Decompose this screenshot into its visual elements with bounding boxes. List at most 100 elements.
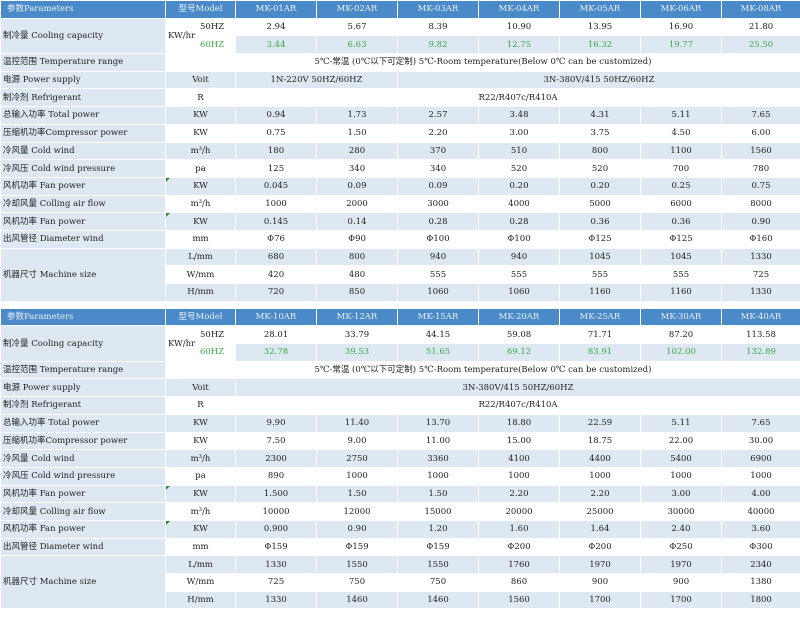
spec-row-value: 2750 [316, 449, 399, 468]
size-value: 480 [316, 265, 399, 284]
spec-row-value: 1000 [316, 466, 399, 486]
header-row: 参数Parameters 型号Model MK-10AR MK-12AR MK-15AR… [0, 307, 800, 327]
size-label: 机器尺寸 Machine size [0, 555, 166, 610]
refrigerant-label: 制冷剂 Refrigerant [0, 396, 166, 415]
spec-row-value: Φ250 [640, 537, 723, 557]
temp-label: 温控范围 Temperature range [0, 360, 166, 380]
size-value: 1970 [559, 555, 642, 574]
model-name: MK-25AR [559, 307, 642, 327]
spec-row-value: 2.20 [397, 123, 480, 143]
spec-row-value: Φ159 [316, 537, 399, 557]
unit-text: KW [193, 128, 208, 139]
spec-row-value: 22.59 [559, 413, 642, 433]
spec-row-value: 30000 [640, 502, 723, 521]
spec-row-value: 1000 [640, 466, 723, 486]
spec-row-value: 780 [721, 159, 800, 178]
spec-sheet: 参数Parameters 型号Model MK-01AR MK-02AR MK-03AR… [0, 0, 800, 610]
spec-row-value: 1100 [640, 141, 723, 161]
spec-row: 总输入功率 Total power KW 9.90 11.40 13.70 18.80 22… [0, 413, 800, 433]
spec-row-value: Φ159 [397, 537, 480, 557]
spec-row-value: 3.60 [721, 519, 800, 539]
spec-row-value: 3360 [397, 449, 480, 468]
size-value: 1760 [478, 555, 561, 574]
spec-table-1: 参数Parameters 型号Model MK-01AR MK-02AR MK-03AR… [0, 0, 800, 302]
model-name: MK-10AR [235, 307, 318, 327]
spec-row-value: 7.50 [235, 431, 318, 451]
spec-row-value: 30.00 [721, 431, 800, 451]
spec-row-value: 520 [478, 159, 561, 178]
cooling-60-value: 19.77 [640, 35, 723, 55]
spec-row-value: 0.09 [397, 176, 480, 196]
cooling-60-value: 32.78 [235, 343, 318, 362]
spec-row-value: 1.500 [235, 484, 318, 504]
size-value: 1970 [640, 555, 723, 574]
header-param: 参数Parameters [0, 0, 166, 19]
power-unit: Voit [164, 378, 237, 398]
size-value: 555 [397, 265, 480, 284]
size-unit: W/mm [164, 265, 237, 284]
temp-row: 温控范围 Temperature range 5℃-常温 (0℃以下可定制) 5℃… [0, 360, 800, 380]
spec-row-value: 1000 [478, 466, 561, 486]
spec-row-value: 6.00 [721, 123, 800, 143]
spec-row-unit: KW [164, 106, 237, 125]
power-row: 电源 Power supply Voit 1N-220V 50HZ/60HZ 3N-3… [0, 70, 800, 90]
size-unit: H/mm [164, 590, 237, 610]
spec-row: 出风管径 Diameter wind mm Φ76 Φ90 Φ100 Φ100 Φ125 Φ1… [0, 229, 800, 249]
cooling-50-value: 21.80 [721, 17, 800, 37]
unit-text: KW [193, 488, 208, 499]
spec-row-value: 12000 [316, 502, 399, 521]
spec-row: 冷风压 Cold wind pressure pa 125 340 340 520 520 7… [0, 159, 800, 178]
spec-row-value: 1.64 [559, 519, 642, 539]
spec-row-value: 1000 [721, 466, 800, 486]
model-name: MK-05AR [559, 0, 642, 19]
spec-row-value: 4.31 [559, 106, 642, 125]
spec-row-unit: KW [164, 212, 237, 231]
spec-row-value: 0.20 [559, 176, 642, 196]
cooling-50-value: 59.08 [478, 325, 561, 345]
spec-row-value: 11.00 [397, 431, 480, 451]
spec-row: 冷风压 Cold wind pressure pa 890 1000 1000 1000 1… [0, 466, 800, 486]
model-name: MK-01AR [235, 0, 318, 19]
cooling-50-value: 16.90 [640, 17, 723, 37]
spec-row-value: 8000 [721, 194, 800, 214]
freq-50-label: 50HZ [196, 325, 237, 345]
spec-row-value: 0.36 [559, 212, 642, 231]
cooling-60-value: 102.00 [640, 343, 723, 362]
spec-row-value: 2.40 [640, 519, 723, 539]
spec-row-value: Φ160 [721, 229, 800, 249]
freq-50-label: 50HZ [196, 17, 237, 37]
spec-row-label: 冷却风量 Colling air flow [0, 502, 166, 521]
spec-row-value: 13.70 [397, 413, 480, 433]
spec-row: 出风管径 Diameter wind mm Φ159 Φ159 Φ159 Φ200 Φ200… [0, 537, 800, 557]
cooling-60-value: 9.82 [397, 35, 480, 55]
spec-row-value: 4400 [559, 449, 642, 468]
spec-row-label: 风机功率 Fan power [0, 176, 166, 196]
spec-row-value: 0.28 [478, 212, 561, 231]
spec-row-value: 125 [235, 159, 318, 178]
size-value: 1460 [397, 590, 480, 610]
cooling-60-value: 69.12 [478, 343, 561, 362]
cooling-50-value: 2.94 [235, 17, 318, 37]
spec-row-value: 6000 [640, 194, 723, 214]
size-value: 1700 [559, 590, 642, 610]
freq-60-label: 60HZ [196, 343, 237, 362]
cooling-unit: KW/hr [165, 325, 198, 362]
spec-row-value: 1.50 [316, 484, 399, 504]
size-value: 940 [397, 247, 480, 267]
spec-row-value: 25000 [559, 502, 642, 521]
unit-text: m³/h [190, 198, 211, 209]
model-name: MK-40AR [721, 307, 800, 327]
header-model: 型号Model [164, 0, 237, 19]
spec-row-label: 冷风量 Cold wind [0, 141, 166, 161]
size-value: 800 [316, 247, 399, 267]
spec-row-value: 0.94 [235, 106, 318, 125]
spec-row-value: 11.40 [316, 413, 399, 433]
unit-text: KW [193, 524, 208, 535]
spec-row-unit: KW [164, 176, 237, 196]
unit-text: mm [192, 541, 209, 552]
cooling-50-value: 5.67 [316, 17, 399, 37]
size-value: 1800 [721, 590, 800, 610]
cooling-50-value: 87.20 [640, 325, 723, 345]
cooling-60-value: 6.63 [316, 35, 399, 55]
power-row: 电源 Power supply Voit 3N-380V/415 50HZ/60HZ [0, 378, 800, 398]
